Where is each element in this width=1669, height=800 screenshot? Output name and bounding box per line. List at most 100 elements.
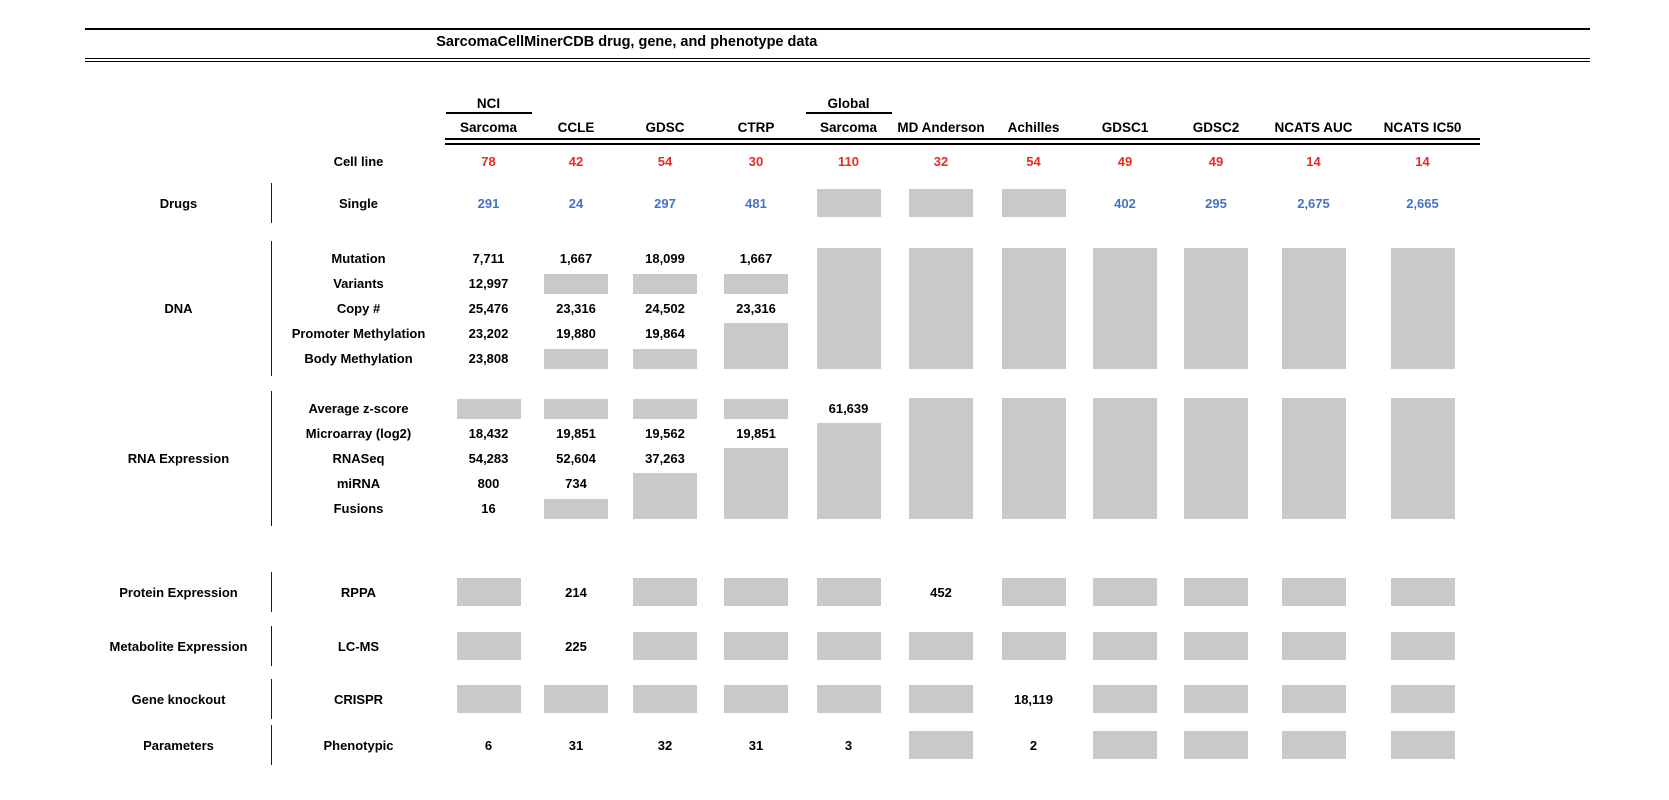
no-data-box <box>544 685 608 713</box>
no-data-cell <box>1170 396 1262 521</box>
no-data-cell <box>1365 684 1480 714</box>
value-cell: 12,997 <box>468 276 509 291</box>
no-data-cell <box>987 396 1080 521</box>
column-header: GDSC <box>645 120 685 135</box>
column-header-top-label: Global <box>805 96 892 114</box>
column-header: NCATS AUC <box>1274 120 1353 135</box>
no-data-box <box>633 685 697 713</box>
column-header: MD Anderson <box>897 120 985 135</box>
no-data-box <box>1390 731 1455 759</box>
no-data-cell <box>1170 730 1262 760</box>
no-data-box <box>1093 632 1157 660</box>
value-cell: 1,667 <box>559 251 593 266</box>
no-data-cell <box>620 271 710 296</box>
group-label: Protein Expression <box>85 572 272 612</box>
no-data-box <box>724 323 788 369</box>
no-data-box <box>1390 248 1455 369</box>
no-data-cell <box>1365 396 1480 521</box>
no-data-box <box>1093 685 1157 713</box>
cell-line-count: 14 <box>1306 153 1321 169</box>
no-data-cell <box>1170 631 1262 661</box>
no-data-cell <box>1080 631 1170 661</box>
value-cell: 16 <box>481 501 496 516</box>
no-data-box <box>816 248 881 369</box>
column-header: GDSC2 <box>1192 120 1240 135</box>
value-cell: 18,432 <box>468 426 509 441</box>
no-data-cell <box>895 631 987 661</box>
no-data-cell <box>895 684 987 714</box>
group-label: RNA Expression <box>85 391 272 526</box>
no-data-box <box>909 632 973 660</box>
row-label: Microarray (log2) <box>305 426 412 441</box>
no-data-cell <box>710 271 802 296</box>
no-data-box <box>724 632 788 660</box>
value-cell: 214 <box>565 584 587 600</box>
value-cell: 23,316 <box>736 301 776 316</box>
figure-title: SarcomaCellMinerCDB drug, gene, and phen… <box>436 34 818 50</box>
cell-line-count: 49 <box>1208 153 1224 169</box>
value-cell: 37,263 <box>645 451 685 466</box>
no-data-box <box>1281 685 1346 713</box>
no-data-cell <box>802 246 895 371</box>
value-cell: 31 <box>748 737 764 753</box>
no-data-box <box>724 685 788 713</box>
row-label: Variants <box>333 276 384 291</box>
no-data-box <box>816 632 881 660</box>
cell-line-count: 54 <box>657 153 673 169</box>
no-data-cell <box>620 396 710 421</box>
no-data-cell <box>1365 577 1480 607</box>
row-label: LC-MS <box>337 638 380 654</box>
no-data-box <box>1001 398 1066 519</box>
row-label: Single <box>338 195 378 211</box>
row-label: Promoter Methylation <box>291 326 426 341</box>
group-label: Gene knockout <box>85 679 272 719</box>
no-data-box <box>1093 398 1157 519</box>
value-cell: 19,880 <box>556 326 596 341</box>
no-data-box <box>724 398 788 419</box>
no-data-cell <box>895 188 987 218</box>
no-data-box <box>1093 731 1157 759</box>
no-data-cell <box>802 577 895 607</box>
no-data-box <box>633 578 697 606</box>
no-data-box <box>724 578 788 606</box>
figure-table: SarcomaCellMinerCDB drug, gene, and phen… <box>85 28 1590 765</box>
value-cell: 23,316 <box>556 301 596 316</box>
no-data-cell <box>895 730 987 760</box>
no-data-box <box>816 189 881 217</box>
no-data-box <box>456 578 521 606</box>
cell-line-count: 32 <box>933 153 949 169</box>
no-data-cell <box>1080 246 1170 371</box>
no-data-cell <box>532 396 620 421</box>
value-cell: 800 <box>477 476 500 491</box>
no-data-cell <box>532 346 620 371</box>
no-data-cell <box>1365 730 1480 760</box>
value-cell: 32 <box>657 737 673 753</box>
cell-line-count: 78 <box>481 153 496 169</box>
row-label: Body Methylation <box>304 351 413 366</box>
cell-line-label: Cell line <box>333 153 384 169</box>
column-header-top: NCI <box>445 88 532 114</box>
no-data-box <box>544 273 608 294</box>
value-cell: 7,711 <box>472 251 505 266</box>
column-header: Achilles <box>1007 120 1060 135</box>
cell-line-count: 42 <box>568 153 584 169</box>
no-data-box <box>909 731 973 759</box>
no-data-box <box>1390 398 1455 519</box>
row-label: CRISPR <box>333 691 384 707</box>
value-cell: 2 <box>1029 737 1038 753</box>
no-data-cell <box>710 631 802 661</box>
no-data-box <box>909 685 973 713</box>
row-label: Average z-score <box>308 401 409 416</box>
no-data-cell <box>710 321 802 371</box>
value-cell: 24 <box>568 195 584 211</box>
value-cell: 25,476 <box>468 301 509 316</box>
no-data-cell <box>532 271 620 296</box>
column-header: CTRP <box>737 120 775 135</box>
no-data-cell <box>1170 246 1262 371</box>
no-data-cell <box>710 684 802 714</box>
value-cell: 481 <box>745 195 767 211</box>
group-label: Drugs <box>85 183 272 223</box>
row-label: Phenotypic <box>323 737 394 753</box>
value-cell: 54,283 <box>468 451 509 466</box>
value-cell: 2,675 <box>1297 195 1330 211</box>
